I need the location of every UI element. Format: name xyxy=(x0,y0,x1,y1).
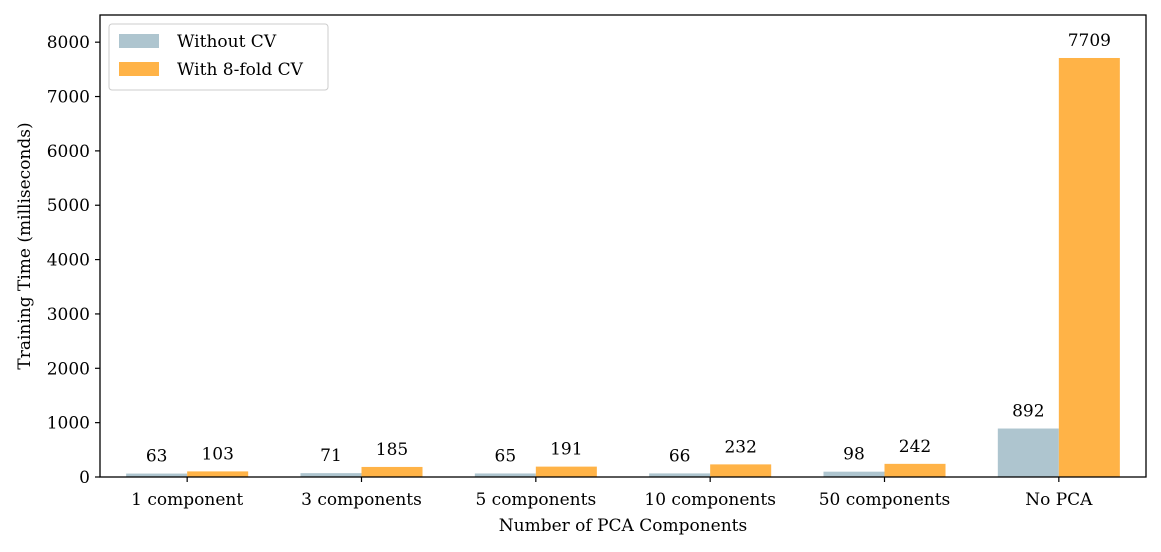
data-label: 191 xyxy=(550,440,582,460)
legend-entry: Without CV xyxy=(177,32,277,52)
data-label: 242 xyxy=(899,437,931,457)
x-tick-label: 5 components xyxy=(475,490,596,510)
legend-swatch xyxy=(119,34,159,48)
legend-box xyxy=(108,23,329,91)
bar-with-cv-2 xyxy=(535,466,597,477)
x-tick-label: 1 component xyxy=(131,490,243,510)
plot-frame xyxy=(99,14,1147,478)
x-axis: 1 component 3 components 5 components 10 co… xyxy=(131,477,1093,510)
y-axis-label: Training Time (milliseconds) xyxy=(15,122,35,369)
x-tick-label: 10 components xyxy=(644,490,776,510)
bar-without-cv-1 xyxy=(300,473,362,477)
legend-entry: With 8-fold CV xyxy=(177,60,304,80)
x-axis-label: Number of PCA Components xyxy=(499,516,747,536)
bar-without-cv-0 xyxy=(126,473,188,477)
bar-with-cv-1 xyxy=(361,466,423,477)
bar-with-cv-0 xyxy=(187,471,249,477)
y-tick-label: 7000 xyxy=(47,88,90,108)
y-tick-label: 5000 xyxy=(47,196,90,216)
data-labels-group: 63 71 65 66 98 892 103 185 191 232 242 7709 xyxy=(146,31,1111,467)
data-label: 65 xyxy=(495,446,517,466)
x-tick-label: 50 components xyxy=(819,490,951,510)
bar-without-cv-5 xyxy=(997,428,1059,477)
data-label: 185 xyxy=(376,440,408,460)
data-label: 98 xyxy=(843,445,865,465)
y-axis: 0 1000 2000 3000 4000 5000 6000 7000 8000 xyxy=(47,33,100,488)
y-tick-label: 8000 xyxy=(47,33,90,53)
bar-without-cv-4 xyxy=(823,471,885,477)
data-label: 892 xyxy=(1012,402,1044,422)
x-tick-label: No PCA xyxy=(1025,490,1093,510)
bar-without-cv-2 xyxy=(474,473,536,477)
y-tick-label: 1000 xyxy=(47,414,90,434)
bars-group xyxy=(126,57,1120,478)
legend-swatch xyxy=(119,62,159,76)
data-label: 103 xyxy=(201,444,233,464)
bar-without-cv-3 xyxy=(649,473,711,477)
bar-with-cv-5 xyxy=(1058,57,1120,478)
data-label: 66 xyxy=(669,446,691,466)
bar-with-cv-4 xyxy=(884,463,946,477)
legend: Without CV With 8-fold CV xyxy=(108,23,329,91)
x-tick-label: 3 components xyxy=(301,490,422,510)
y-tick-label: 0 xyxy=(79,468,90,488)
y-tick-label: 4000 xyxy=(47,251,90,271)
data-label: 7709 xyxy=(1068,31,1111,51)
data-label: 63 xyxy=(146,447,168,467)
data-label: 71 xyxy=(320,446,342,466)
bar-with-cv-3 xyxy=(710,464,772,477)
y-tick-label: 3000 xyxy=(47,305,90,325)
y-tick-label: 6000 xyxy=(47,142,90,162)
data-label: 232 xyxy=(724,437,756,457)
y-tick-label: 2000 xyxy=(47,359,90,379)
